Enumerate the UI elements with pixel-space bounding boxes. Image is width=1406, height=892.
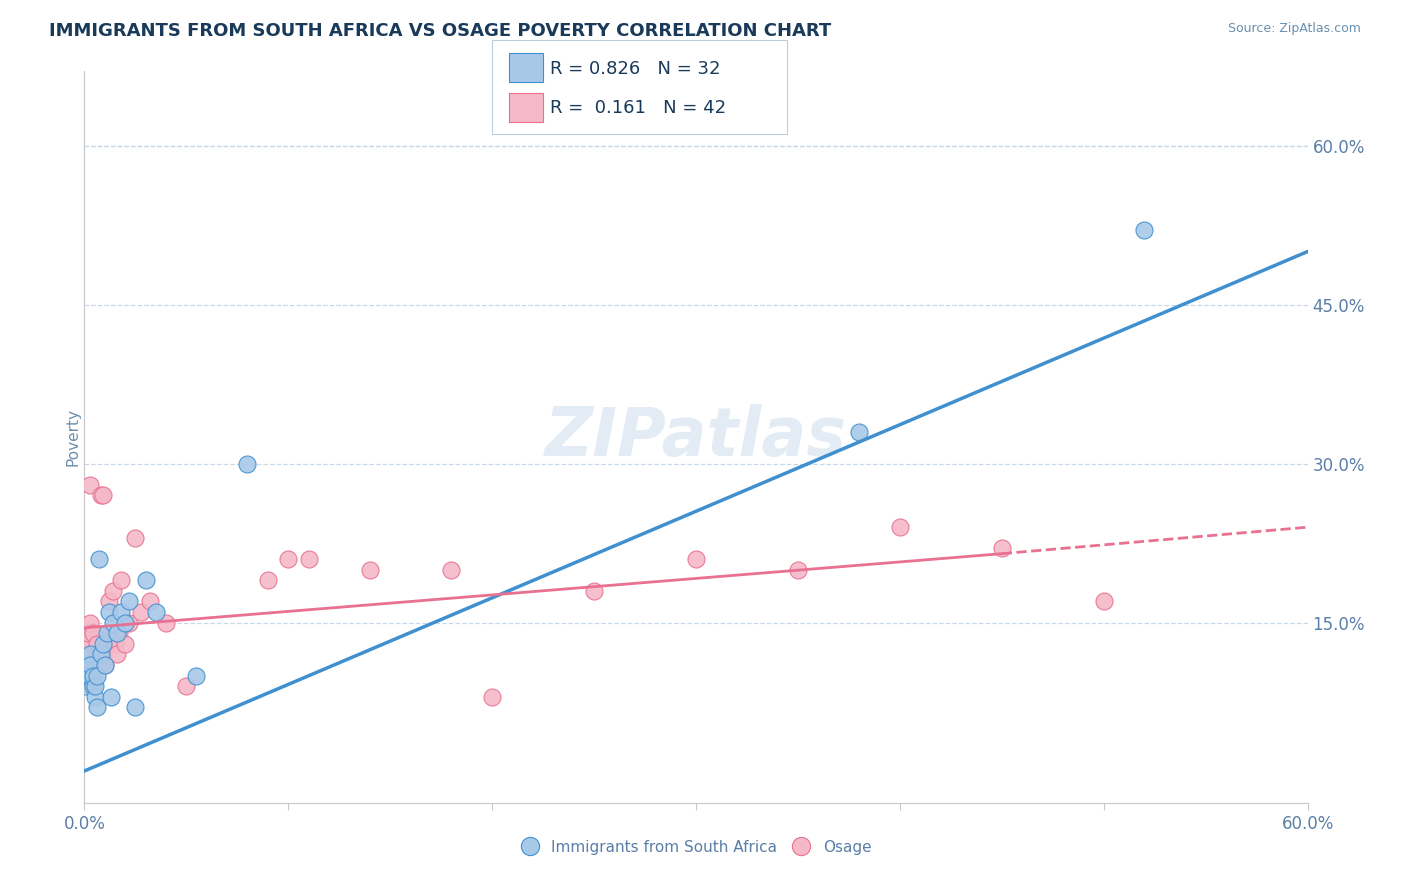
Point: [186, 668, 208, 682]
Point: [124, 531, 146, 545]
Point: [100, 690, 122, 704]
Point: [86, 668, 108, 682]
Point: [83, 658, 105, 673]
Point: [114, 615, 136, 630]
Point: [79, 658, 101, 673]
Point: [135, 573, 157, 587]
Point: [174, 679, 197, 693]
Text: R =  0.161   N = 42: R = 0.161 N = 42: [550, 99, 725, 117]
Point: [145, 605, 167, 619]
Point: [77, 658, 100, 673]
Point: [583, 583, 606, 598]
Point: [93, 658, 115, 673]
Point: [91, 488, 114, 502]
Point: [124, 700, 146, 714]
Point: [359, 563, 381, 577]
Point: [155, 615, 177, 630]
Point: [90, 648, 112, 662]
Point: [110, 573, 132, 587]
Point: [97, 594, 120, 608]
Point: [79, 477, 101, 491]
Point: [91, 648, 114, 662]
Text: Source: ZipAtlas.com: Source: ZipAtlas.com: [1227, 22, 1361, 36]
Legend: Immigrants from South Africa, Osage: Immigrants from South Africa, Osage: [515, 833, 877, 861]
Point: [97, 605, 120, 619]
Point: [1133, 223, 1156, 237]
Point: [75, 648, 97, 662]
Point: [787, 563, 810, 577]
Text: R = 0.826   N = 32: R = 0.826 N = 32: [550, 60, 720, 78]
Point: [86, 637, 108, 651]
Text: ZIPatlas: ZIPatlas: [546, 404, 846, 470]
Point: [848, 425, 870, 439]
Point: [110, 605, 132, 619]
Point: [83, 690, 105, 704]
Point: [87, 648, 110, 662]
Point: [298, 552, 321, 566]
Point: [83, 679, 105, 693]
Point: [114, 637, 136, 651]
Point: [77, 637, 100, 651]
Point: [77, 626, 100, 640]
Point: [685, 552, 707, 566]
Point: [105, 626, 128, 640]
Point: [105, 648, 128, 662]
Point: [481, 690, 503, 704]
Point: [277, 552, 299, 566]
Point: [75, 679, 97, 693]
Point: [440, 563, 463, 577]
Point: [257, 573, 280, 587]
Point: [100, 626, 122, 640]
Point: [77, 668, 100, 682]
Point: [131, 605, 153, 619]
Point: [75, 668, 97, 682]
Point: [82, 668, 104, 682]
Point: [96, 637, 118, 651]
Text: IMMIGRANTS FROM SOUTH AFRICA VS OSAGE POVERTY CORRELATION CHART: IMMIGRANTS FROM SOUTH AFRICA VS OSAGE PO…: [49, 22, 831, 40]
Point: [118, 594, 141, 608]
Point: [90, 488, 112, 502]
Point: [86, 648, 108, 662]
Point: [82, 648, 104, 662]
Point: [91, 637, 114, 651]
Point: [1092, 594, 1115, 608]
Point: [79, 648, 101, 662]
Point: [79, 615, 101, 630]
Point: [118, 615, 141, 630]
Point: [991, 541, 1014, 556]
Point: [101, 583, 124, 598]
Point: [96, 626, 118, 640]
Point: [82, 679, 104, 693]
Point: [86, 700, 108, 714]
Point: [101, 615, 124, 630]
Y-axis label: Poverty: Poverty: [66, 408, 80, 467]
Point: [138, 594, 160, 608]
Point: [236, 457, 259, 471]
Point: [104, 637, 127, 651]
Point: [889, 520, 911, 534]
Point: [79, 668, 101, 682]
Point: [108, 626, 131, 640]
Point: [82, 626, 104, 640]
Point: [93, 658, 115, 673]
Point: [87, 552, 110, 566]
